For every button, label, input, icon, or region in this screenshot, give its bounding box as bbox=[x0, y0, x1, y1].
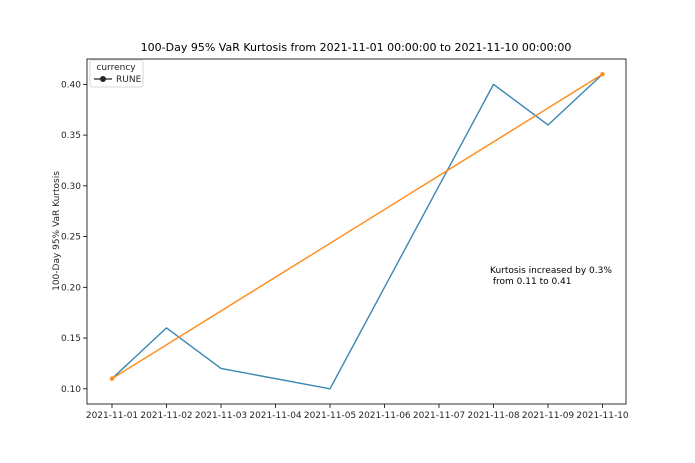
x-tick-label: 2021-11-09 bbox=[522, 411, 575, 421]
x-tick-label: 2021-11-04 bbox=[249, 411, 302, 421]
x-tick-label: 2021-11-07 bbox=[413, 411, 465, 421]
x-tick-label: 2021-11-02 bbox=[140, 411, 192, 421]
plot-frame bbox=[86, 58, 627, 405]
x-axis: 2021-11-01 2021-11-02 2021-11-03 2021-11-04… bbox=[86, 404, 629, 421]
plot-series bbox=[109, 72, 605, 390]
y-tick-label: 0.35 bbox=[61, 131, 81, 141]
y-axis-label: 100-Day 95% VaR Kurtosis bbox=[52, 171, 62, 291]
annotation-line-1: Kurtosis increased by 0.3% bbox=[490, 266, 612, 276]
legend-marker-dot bbox=[100, 76, 106, 82]
x-tick-label: 2021-11-08 bbox=[467, 411, 520, 421]
x-tick-label: 2021-11-10 bbox=[576, 411, 629, 421]
y-tick-label: 0.10 bbox=[61, 385, 81, 395]
y-tick-label: 0.40 bbox=[61, 80, 81, 90]
y-tick-label: 0.25 bbox=[61, 233, 81, 243]
y-tick-label: 0.20 bbox=[61, 283, 81, 293]
y-axis: 0.10 0.15 0.20 0.25 0.30 0.35 0.40 bbox=[61, 80, 87, 395]
trend-point bbox=[109, 376, 115, 381]
legend-title: currency bbox=[96, 63, 136, 73]
chart-title: 100-Day 95% VaR Kurtosis from 2021-11-01… bbox=[141, 41, 572, 54]
x-tick-label: 2021-11-06 bbox=[358, 411, 411, 421]
legend: currency RUNE bbox=[89, 59, 144, 88]
trend-line bbox=[111, 73, 603, 380]
series-line-rune bbox=[111, 73, 603, 390]
trend-point bbox=[600, 72, 605, 77]
legend-entry-rune: RUNE bbox=[116, 75, 142, 85]
y-tick-label: 0.30 bbox=[61, 182, 81, 192]
x-tick-label: 2021-11-05 bbox=[304, 411, 356, 421]
x-tick-label: 2021-11-01 bbox=[86, 411, 138, 421]
y-tick-label: 0.15 bbox=[61, 334, 81, 344]
annotation-line-2: from 0.11 to 0.41 bbox=[490, 277, 572, 287]
x-tick-label: 2021-11-03 bbox=[195, 411, 247, 421]
